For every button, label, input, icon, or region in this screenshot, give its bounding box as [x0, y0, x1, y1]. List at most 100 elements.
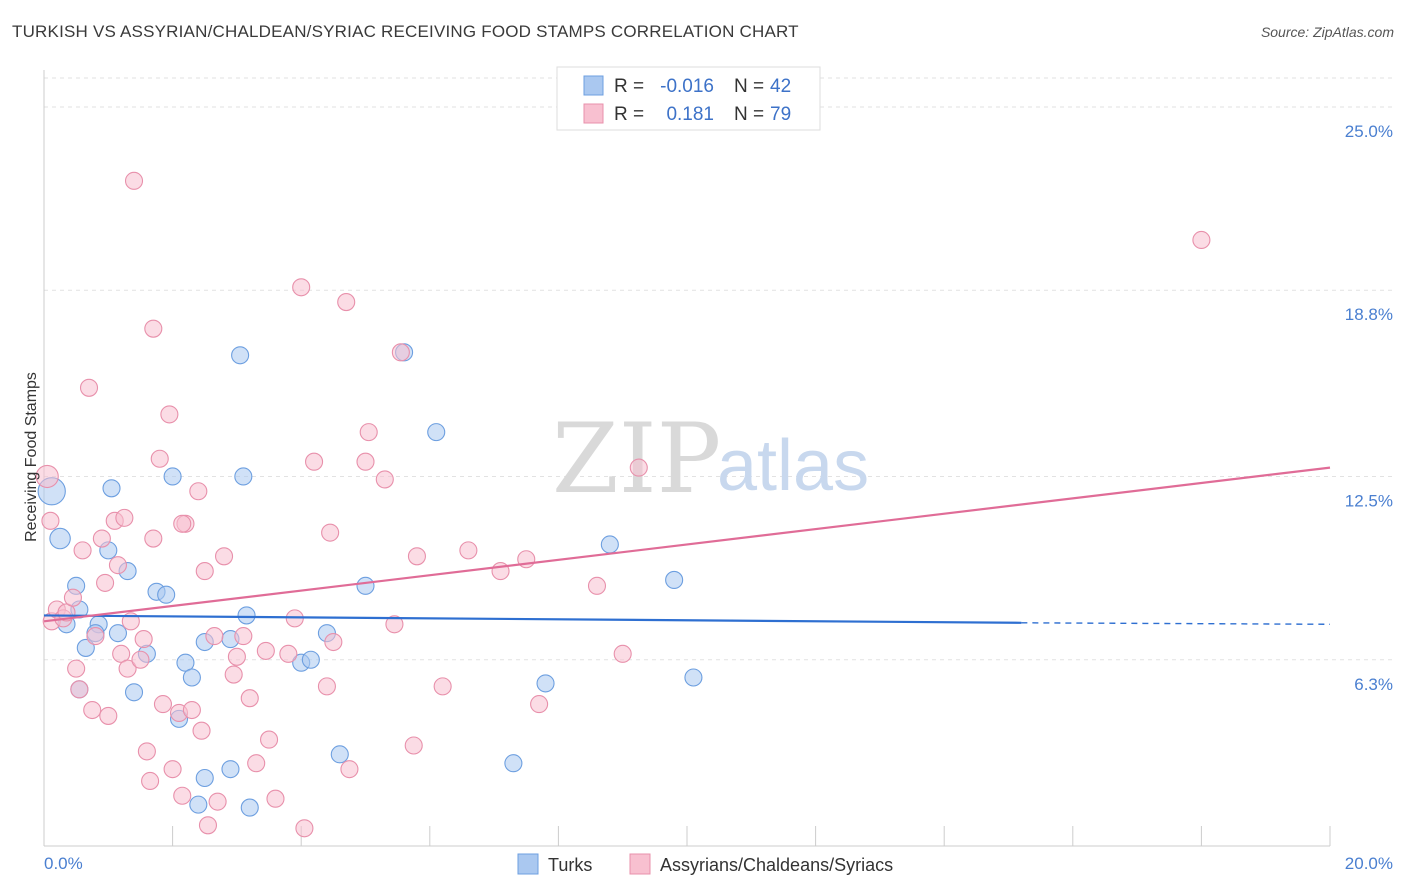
- point-assyrians: [86, 627, 105, 646]
- trend-line-turks-extrapolated: [1021, 622, 1331, 625]
- point-assyrians: [83, 700, 102, 720]
- bottom-legend-swatch-turks: [517, 853, 539, 875]
- x-tick-label-min: 0.0%: [44, 854, 83, 873]
- point-assyrians: [35, 464, 59, 489]
- point-assyrians: [195, 562, 214, 581]
- point-turks: [124, 683, 144, 702]
- point-assyrians: [292, 278, 311, 297]
- point-assyrians: [240, 689, 259, 708]
- source-credit: Source: ZipAtlas.com: [1260, 24, 1394, 40]
- point-turks: [182, 668, 201, 687]
- point-assyrians: [295, 819, 314, 838]
- point-assyrians: [79, 378, 99, 397]
- watermark: ZIP atlas: [552, 403, 869, 515]
- legend-n-value-1: 42: [770, 76, 791, 97]
- point-assyrians: [189, 482, 208, 501]
- point-assyrians: [124, 171, 144, 190]
- point-turks: [163, 467, 182, 486]
- point-turks: [237, 606, 256, 625]
- point-assyrians: [144, 319, 163, 338]
- legend-r-label-2: R =: [614, 104, 644, 125]
- legend-n-label-2: N =: [734, 104, 764, 125]
- point-assyrians: [63, 588, 82, 607]
- point-turks: [189, 795, 208, 814]
- point-assyrians: [340, 760, 359, 779]
- point-assyrians: [227, 647, 246, 666]
- point-assyrians: [234, 627, 253, 646]
- point-assyrians: [150, 449, 169, 468]
- legend-n-label-1: N =: [734, 76, 764, 97]
- point-assyrians: [153, 695, 173, 714]
- trend-line-assyrians: [43, 466, 1331, 623]
- legend-r-value-1: -0.016: [660, 76, 714, 97]
- point-assyrians: [375, 470, 394, 489]
- point-assyrians: [163, 760, 182, 779]
- trend-lines: [43, 466, 1331, 625]
- point-assyrians: [192, 721, 211, 740]
- trend-line-turks: [43, 614, 1022, 624]
- point-turks: [301, 650, 320, 669]
- legend-r-label-1: R =: [614, 76, 644, 97]
- y-tick-label: 25.0%: [1345, 122, 1393, 141]
- legend-r-value-2: 0.181: [666, 104, 714, 125]
- y-axis-title: Receiving Food Stamps: [23, 372, 40, 542]
- point-assyrians: [173, 786, 192, 805]
- point-assyrians: [182, 700, 201, 720]
- point-assyrians: [337, 293, 356, 312]
- point-assyrians: [629, 458, 648, 477]
- point-assyrians: [407, 547, 426, 566]
- x-tick-label-max: 20.0%: [1345, 854, 1393, 873]
- point-assyrians: [144, 529, 163, 548]
- point-turks: [231, 346, 250, 365]
- point-assyrians: [205, 627, 224, 646]
- point-assyrians: [70, 680, 89, 699]
- legend-swatch-assyrians: [583, 103, 604, 124]
- point-assyrians: [173, 514, 192, 533]
- point-assyrians: [356, 452, 375, 471]
- point-assyrians: [317, 677, 336, 696]
- point-turks: [536, 674, 555, 693]
- point-assyrians: [73, 541, 92, 560]
- point-assyrians: [137, 742, 156, 761]
- point-turks: [76, 638, 95, 657]
- point-assyrians: [134, 630, 153, 649]
- point-turks: [108, 624, 127, 643]
- point-turks: [102, 479, 121, 498]
- point-assyrians: [141, 771, 160, 791]
- point-turks: [504, 754, 523, 773]
- bottom-legend-label-turks: Turks: [548, 855, 592, 875]
- point-assyrians: [404, 736, 423, 755]
- y-tick-label: 12.5%: [1345, 491, 1393, 510]
- point-assyrians: [99, 706, 118, 725]
- point-assyrians: [115, 508, 134, 527]
- point-assyrians: [279, 644, 298, 663]
- legend-n-value-2: 79: [770, 104, 791, 125]
- correlation-legend: R = -0.016 N = 42 R = 0.181 N = 79: [556, 66, 821, 131]
- point-assyrians: [587, 576, 607, 595]
- point-assyrians: [131, 650, 150, 669]
- point-turks: [330, 745, 349, 764]
- point-assyrians: [324, 632, 343, 652]
- point-turks: [684, 668, 703, 687]
- point-assyrians: [613, 644, 632, 663]
- bottom-legend-swatch-assyrians: [629, 853, 651, 875]
- y-tick-labels: 6.3% 12.5% 18.8% 25.0%: [1345, 122, 1393, 694]
- point-turks: [240, 798, 259, 817]
- point-assyrians: [92, 529, 111, 548]
- point-assyrians: [160, 405, 179, 424]
- point-turks: [356, 576, 375, 595]
- point-assyrians: [391, 343, 410, 362]
- y-tick-label: 6.3%: [1354, 675, 1393, 694]
- point-turks: [234, 467, 253, 486]
- point-turks: [221, 760, 240, 779]
- point-turks: [600, 535, 619, 554]
- point-assyrians: [108, 556, 127, 575]
- point-assyrians: [256, 641, 275, 660]
- point-assyrians: [459, 541, 478, 560]
- point-assyrians: [118, 659, 137, 678]
- bottom-legend-label-assyrians: Assyrians/Chaldeans/Syriacs: [660, 855, 893, 875]
- point-assyrians: [433, 677, 452, 696]
- point-turks: [195, 768, 214, 788]
- point-assyrians: [198, 816, 218, 835]
